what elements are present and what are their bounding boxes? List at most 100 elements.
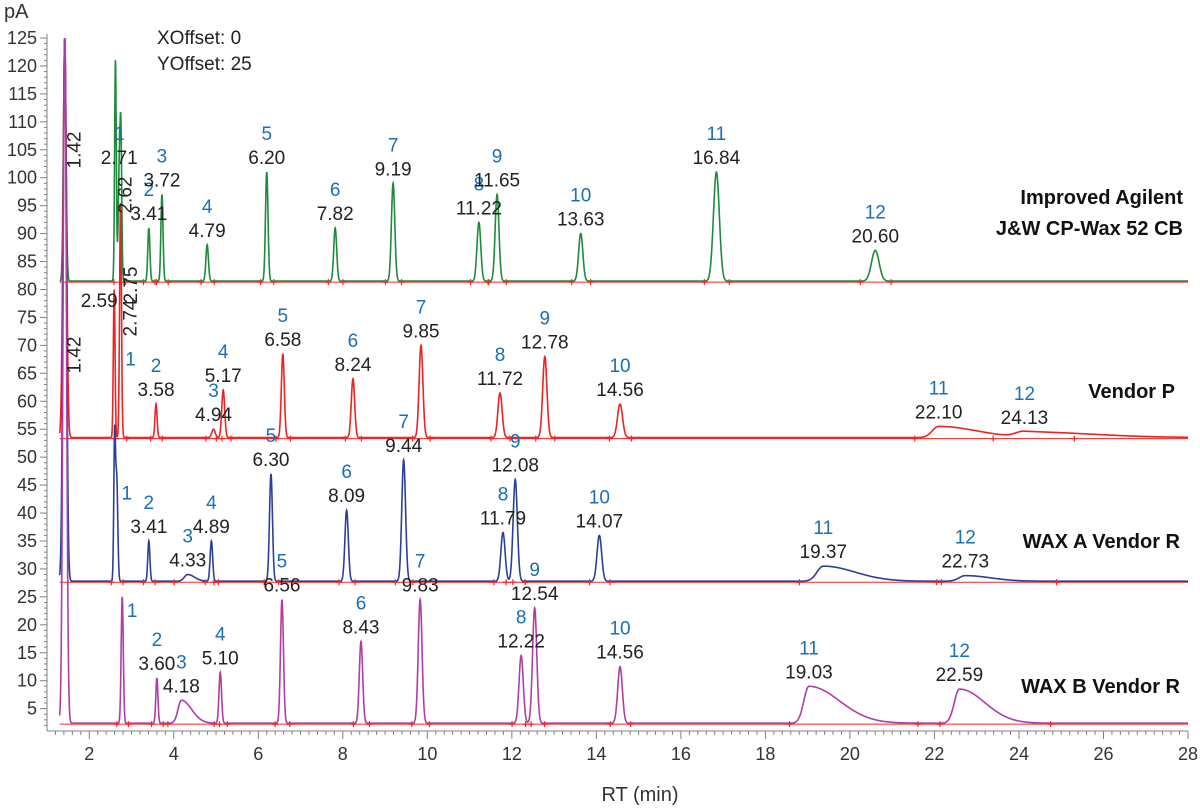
y-tick-label: 10 (17, 671, 37, 691)
peak-rt-label: 16.84 (693, 148, 741, 169)
peak-rt-label: 22.59 (936, 665, 984, 686)
solvent-rt-label: 2.59 (81, 291, 118, 312)
series-label-agilent-line2: J&W CP-Wax 52 CB (996, 218, 1183, 240)
peak-rt-label: 5.17 (205, 366, 242, 387)
peak-labels: 2.7113.4123.7234.7946.2057.8269.19711.22… (65, 124, 1048, 697)
series-label-wax-b: WAX B Vendor R (1021, 676, 1180, 698)
solvent-rt-label: 2.62 (115, 177, 136, 214)
peak-rt-label: 11.72 (477, 369, 523, 390)
y-tick-label: 60 (17, 391, 37, 411)
peak-number-label: 6 (330, 180, 341, 201)
x-axis-title: RT (min) (601, 784, 678, 806)
peak-number-label: 1 (125, 349, 136, 370)
peak-number-label: 12 (865, 202, 886, 223)
peak-rt-label: 6.56 (263, 576, 300, 597)
x-tick-label: 4 (169, 744, 179, 764)
peak-rt-label: 14.56 (596, 643, 644, 664)
peak-rt-label: 12.54 (511, 584, 559, 605)
solvent-rt-label: 2.75 (121, 267, 142, 304)
x-tick-label: 2 (84, 744, 94, 764)
x-tick-label: 14 (586, 744, 606, 764)
peak-rt-label: 14.07 (576, 511, 624, 532)
peak-number-label: 7 (416, 297, 427, 318)
peak-number-label: 1 (127, 601, 138, 622)
peak-number-label: 6 (356, 594, 367, 615)
peak-rt-label: 6.30 (252, 450, 289, 471)
peak-number-label: 5 (266, 426, 277, 447)
peak-number-label: 7 (415, 552, 426, 573)
peak-number-label: 12 (955, 528, 976, 549)
peak-number-label: 2 (151, 356, 162, 377)
peak-rt-label: 22.73 (942, 552, 990, 573)
x-tick-label: 12 (502, 744, 522, 764)
peak-rt-label: 14.56 (596, 380, 644, 401)
y-tick-label: 90 (17, 224, 37, 244)
series-label-agilent-line1: Improved Agilent (1020, 187, 1183, 209)
peak-number-label: 3 (157, 146, 168, 167)
peak-number-label: 9 (540, 309, 551, 330)
x-tick-label: 10 (417, 744, 437, 764)
y-tick-label: 85 (17, 252, 37, 272)
peak-number-label: 9 (510, 432, 521, 453)
x-tick-label: 8 (338, 744, 348, 764)
peak-number-label: 10 (609, 356, 630, 377)
peak-number-label: 1 (114, 124, 125, 145)
peak-number-label: 8 (498, 485, 509, 506)
x-tick-label: 28 (1178, 744, 1198, 764)
peak-number-label: 1 (121, 484, 132, 505)
y-axis-title: pA (4, 1, 29, 23)
peak-number-label: 9 (529, 560, 540, 581)
peak-number-label: 2 (144, 493, 155, 514)
peak-rt-label: 3.60 (138, 654, 175, 675)
y-tick-label: 70 (17, 335, 37, 355)
trace-line-0 (59, 37, 1188, 282)
x-tick-label: 24 (1009, 744, 1029, 764)
peak-rt-label: 24.13 (1001, 408, 1049, 429)
peak-number-label: 12 (949, 641, 970, 662)
peak-rt-label: 4.94 (195, 405, 232, 426)
peak-rt-label: 12.22 (497, 632, 545, 653)
peak-number-label: 11 (813, 518, 833, 539)
solvent-rt-label: 1.42 (65, 337, 86, 374)
trace-line-3 (58, 37, 1188, 724)
peak-number-label: 5 (261, 124, 272, 145)
peak-rt-label: 6.20 (248, 148, 285, 169)
y-tick-label: 20 (17, 615, 37, 635)
x-tick-label: 16 (671, 744, 691, 764)
y-tick-label: 75 (17, 307, 37, 327)
x-tick-label: 18 (755, 744, 775, 764)
peak-rt-label: 8.24 (334, 355, 371, 376)
y-tick-label: 100 (7, 168, 37, 188)
y-tick-label: 80 (17, 279, 37, 299)
x-tick-label: 22 (924, 744, 944, 764)
peak-number-label: 8 (516, 608, 527, 629)
peak-rt-label: 7.82 (317, 204, 354, 225)
peak-number-label: 4 (215, 624, 226, 645)
peak-number-label: 7 (398, 412, 409, 433)
solvent-rt-label: 2.74 (121, 299, 142, 336)
peak-number-label: 4 (218, 342, 229, 363)
peak-rt-label: 11.22 (456, 198, 502, 219)
peak-rt-label: 8.09 (328, 486, 365, 507)
axes: 5101520253035404550556065707580859095100… (7, 28, 1198, 764)
y-tick-label: 105 (7, 140, 37, 160)
peak-rt-label: 9.44 (385, 436, 422, 457)
series-label-vendor-p: Vendor P (1088, 381, 1175, 403)
y-tick-label: 30 (17, 559, 37, 579)
peak-number-label: 9 (492, 146, 503, 167)
peak-rt-label: 3.41 (130, 517, 167, 538)
peak-rt-label: 20.60 (852, 226, 900, 247)
y-tick-label: 5 (27, 699, 37, 719)
peak-rt-label: 3.58 (138, 380, 175, 401)
peak-rt-label: 22.10 (915, 402, 963, 423)
peak-number-label: 5 (277, 552, 288, 573)
peak-rt-label: 19.03 (785, 662, 833, 683)
peak-number-label: 12 (1014, 384, 1035, 405)
peak-number-label: 2 (144, 180, 155, 201)
peak-number-label: 5 (278, 306, 289, 327)
peak-number-label: 2 (152, 630, 163, 651)
peak-number-label: 8 (495, 345, 506, 366)
y-tick-label: 110 (8, 112, 37, 132)
peak-number-label: 4 (206, 493, 217, 514)
